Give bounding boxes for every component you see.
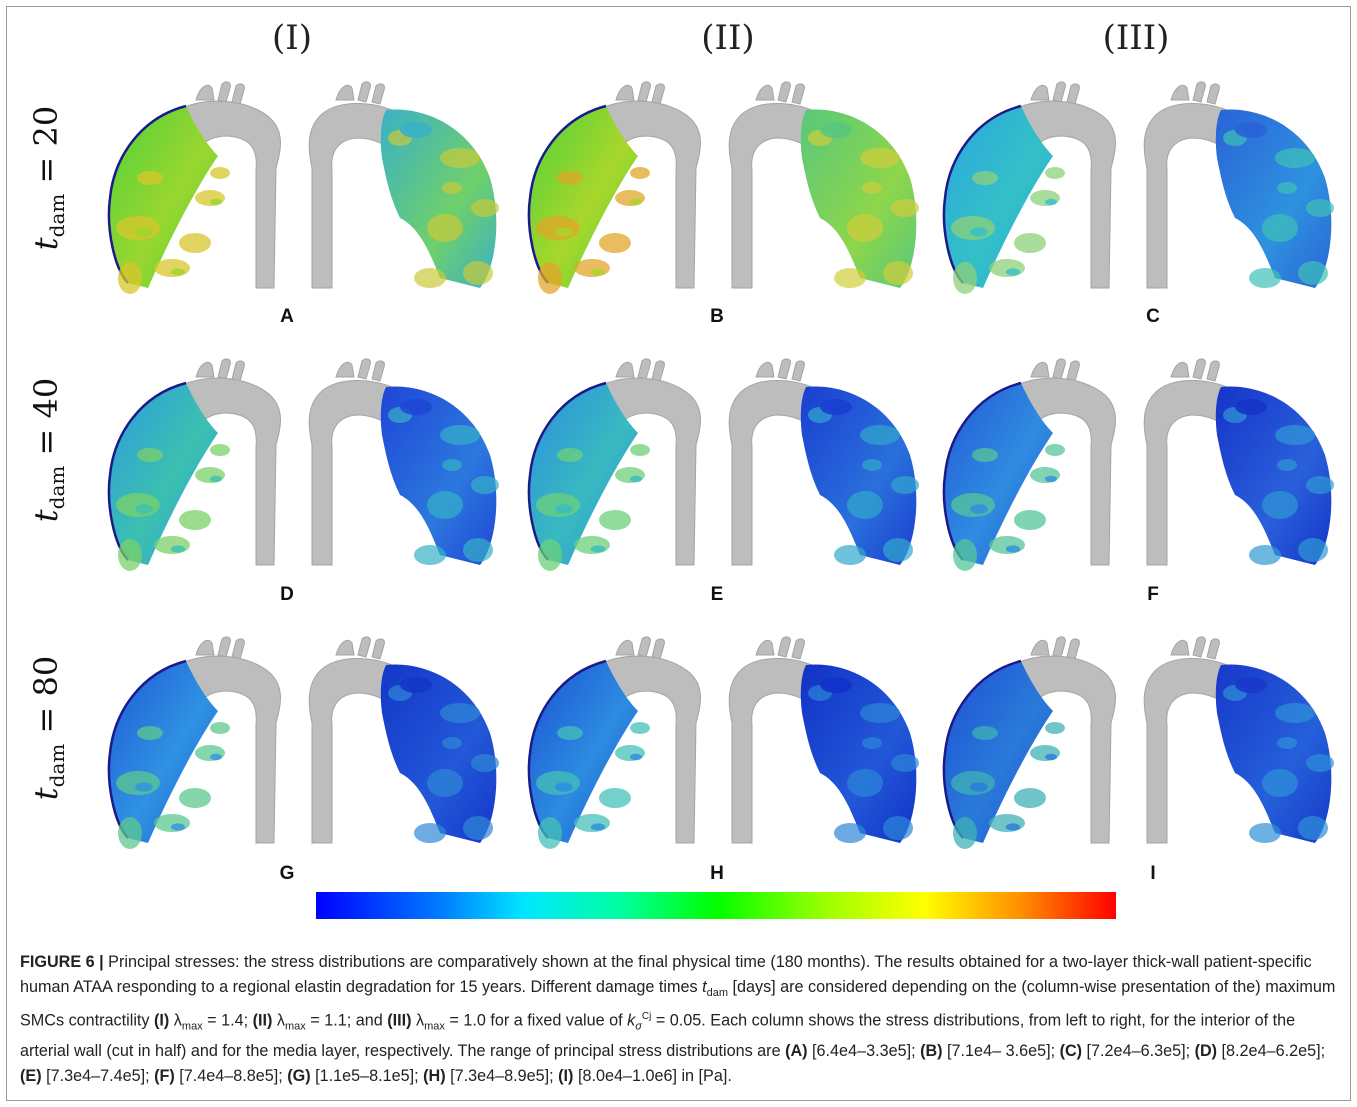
range-I: (I) [8.0e4–1.0e6] in [Pa].	[558, 1066, 732, 1085]
panel-B	[520, 78, 920, 303]
panel-label-G: G	[279, 863, 295, 884]
panel-E	[520, 355, 920, 580]
column-header-I: (I)	[272, 18, 312, 58]
range-F: (F) [7.4e4–8.8e5];	[154, 1066, 288, 1085]
panel-C	[935, 78, 1335, 303]
panel-label-B: B	[710, 306, 724, 327]
range-E: (E) [7.3e4–7.4e5];	[20, 1066, 155, 1085]
column-header-III: (III)	[1102, 18, 1170, 58]
panel-label-A: A	[280, 306, 294, 327]
panel-A	[100, 78, 500, 303]
range-B: (B) [7.1e4– 3.6e5];	[920, 1042, 1060, 1061]
range-G: (G) [1.1e5–8.1e5];	[287, 1066, 424, 1085]
range-A: (A) [6.4e4–3.3e5];	[785, 1042, 921, 1061]
column-header-II: (II)	[701, 18, 755, 58]
figure-caption: FIGURE 6 | Principal stresses: the stres…	[20, 953, 1336, 1085]
panel-label-D: D	[280, 584, 294, 605]
panel-D	[100, 355, 500, 580]
panel-I	[935, 633, 1335, 858]
figure-frame	[6, 6, 1351, 1101]
panel-G	[100, 633, 500, 858]
panel-F	[935, 355, 1335, 580]
range-C: (C) [7.2e4–6.3e5];	[1059, 1042, 1195, 1061]
figure-label: FIGURE 6 |	[20, 953, 104, 971]
panel-label-I: I	[1150, 863, 1156, 884]
panel-label-C: C	[1146, 306, 1160, 327]
panel-H	[520, 633, 920, 858]
panel-label-F: F	[1147, 584, 1159, 605]
panel-label-H: H	[710, 863, 724, 884]
range-H: (H) [7.3e4–8.9e5];	[423, 1066, 559, 1085]
panel-label-E: E	[710, 584, 724, 605]
stress-colorbar	[316, 892, 1116, 919]
range-D: (D) [8.2e4–6.2e5];	[1194, 1042, 1326, 1061]
